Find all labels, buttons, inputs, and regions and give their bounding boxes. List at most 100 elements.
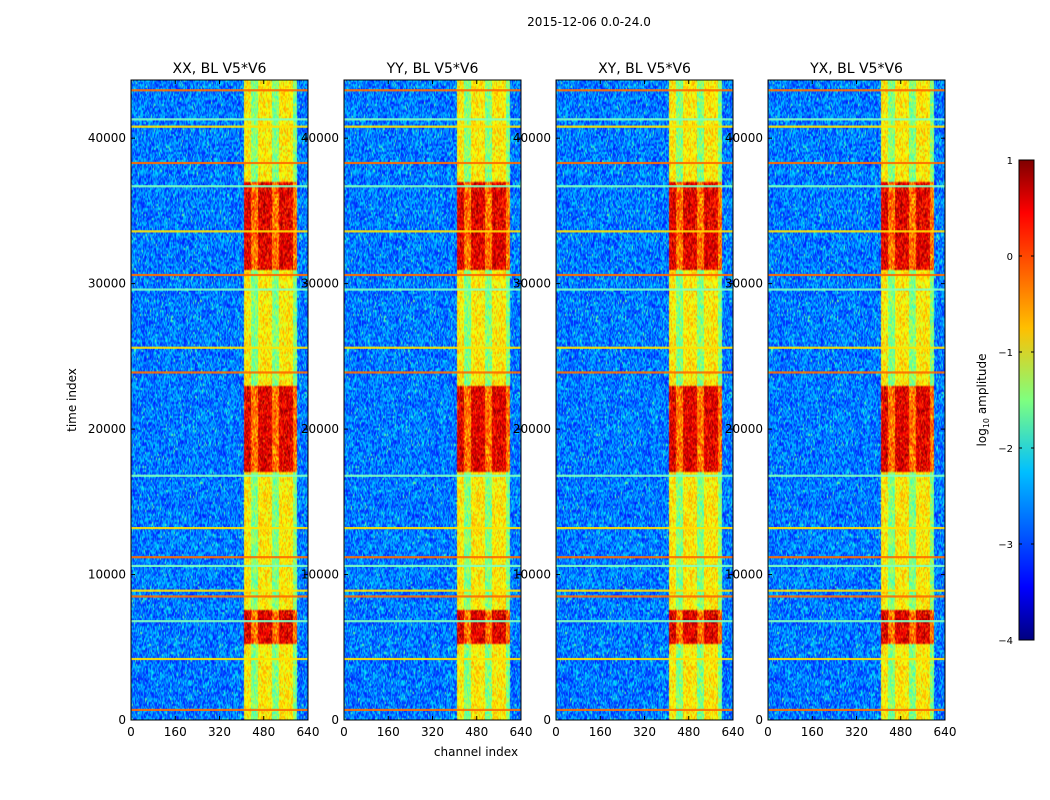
colorbar-tick-label: −2 (998, 444, 1013, 455)
rfi-line (131, 185, 308, 188)
figure-title: 2015-12-06 0.0-24.0 (527, 15, 651, 29)
rfi-line (556, 620, 733, 623)
colorbar-ticks: 1 0 −1 −2 −3 −4 (998, 156, 1034, 647)
rfi-line (131, 556, 308, 559)
y-tick-label: 40000 (301, 131, 339, 145)
rfi-line (768, 657, 945, 661)
rfi-line (344, 589, 521, 592)
rfi-line (768, 620, 945, 623)
colorbar-tick-label: −3 (998, 540, 1013, 551)
rfi-line (768, 230, 945, 233)
heatmap-image (344, 80, 521, 720)
y-tick-label: 20000 (725, 422, 763, 436)
rfi-line (344, 556, 521, 559)
rfi-line (556, 589, 733, 592)
rfi-line (768, 371, 945, 374)
y-tick-label: 40000 (88, 131, 126, 145)
rfi-line (131, 708, 308, 712)
y-tick-label: 0 (118, 713, 126, 727)
y-tick-label: 30000 (301, 277, 339, 291)
rfi-line (131, 118, 308, 121)
rfi-line (768, 564, 945, 568)
colorbar-tick-label: −4 (998, 636, 1013, 647)
rfi-line (131, 230, 308, 233)
x-tick-label: 640 (510, 725, 533, 739)
rfi-line (131, 161, 308, 165)
rfi-line (556, 273, 733, 277)
rfi-line (768, 346, 945, 349)
rfi-line (131, 125, 308, 128)
x-tick-label: 480 (465, 725, 488, 739)
panel-yy: YY, BL V5*V6 0 160 320 480 640 0 10000 20000 3000… (301, 61, 533, 739)
rfi-line (556, 371, 733, 374)
panel-title: YX, BL V5*V6 (809, 61, 903, 77)
panel-title: XY, BL V5*V6 (598, 61, 691, 77)
panel-yx: YX, BL V5*V6 0 160 320 480 640 0 10000 20000 3000… (725, 61, 957, 739)
rfi-line (344, 346, 521, 349)
y-tick-label: 10000 (725, 568, 763, 582)
x-tick-label: 0 (552, 725, 560, 739)
colorbar-label: log10 amplitude (975, 354, 991, 447)
rfi-line (344, 161, 521, 165)
heatmap-image (131, 80, 308, 720)
y-tick-label: 20000 (88, 422, 126, 436)
x-tick-label: 160 (164, 725, 187, 739)
rfi-line (131, 371, 308, 374)
y-tick-label: 40000 (725, 131, 763, 145)
rfi-line (556, 185, 733, 188)
x-tick-label: 320 (845, 725, 868, 739)
x-tick-label: 480 (889, 725, 912, 739)
rfi-line (556, 230, 733, 233)
rfi-line (556, 118, 733, 121)
rfi-line (344, 89, 521, 92)
rfi-line (131, 595, 308, 598)
rfi-line (556, 346, 733, 349)
panels-group: XX, BL V5*V6 0 160 320 480 640 0 10000 20000 3000… (88, 61, 957, 739)
x-tick-label: 160 (589, 725, 612, 739)
rfi-line (768, 474, 945, 477)
x-tick-label: 480 (252, 725, 275, 739)
rfi-line (344, 620, 521, 623)
rfi-line (131, 564, 308, 568)
x-tick-label: 160 (801, 725, 824, 739)
colorbar: 1 0 −1 −2 −3 −4 log10 amplitude (975, 156, 1035, 647)
rfi-line (768, 89, 945, 92)
rfi-line (344, 527, 521, 530)
rfi-line (556, 161, 733, 165)
y-tick-label: 10000 (513, 568, 551, 582)
y-tick-label: 0 (331, 713, 339, 727)
x-tick-label: 640 (722, 725, 745, 739)
x-axis-label: channel index (434, 745, 518, 759)
panel-title: XX, BL V5*V6 (173, 61, 267, 77)
rfi-line (131, 657, 308, 661)
rfi-line (344, 564, 521, 568)
colorbar-gradient (1018, 159, 1035, 641)
rfi-line (556, 89, 733, 92)
rfi-line (344, 125, 521, 128)
rfi-line (344, 657, 521, 661)
rfi-line (768, 708, 945, 712)
x-tick-label: 0 (764, 725, 772, 739)
rfi-line (768, 589, 945, 592)
heatmap-image (768, 80, 945, 720)
x-tick-label: 640 (297, 725, 320, 739)
rfi-line (131, 620, 308, 623)
rfi-line (556, 288, 733, 291)
rfi-line (768, 288, 945, 291)
x-tick-label: 0 (127, 725, 135, 739)
rfi-line (344, 118, 521, 121)
rfi-line (556, 595, 733, 598)
rfi-line (768, 118, 945, 121)
rfi-line (556, 556, 733, 559)
panel-title: YY, BL V5*V6 (386, 61, 479, 77)
x-tick-label: 320 (633, 725, 656, 739)
y-tick-label: 30000 (725, 277, 763, 291)
rfi-line (768, 527, 945, 530)
rfi-line (556, 708, 733, 712)
rfi-line (344, 185, 521, 188)
rfi-line (131, 273, 308, 277)
y-tick-label: 30000 (513, 277, 551, 291)
rfi-line (768, 185, 945, 188)
x-tick-label: 0 (340, 725, 348, 739)
rfi-line (556, 657, 733, 661)
